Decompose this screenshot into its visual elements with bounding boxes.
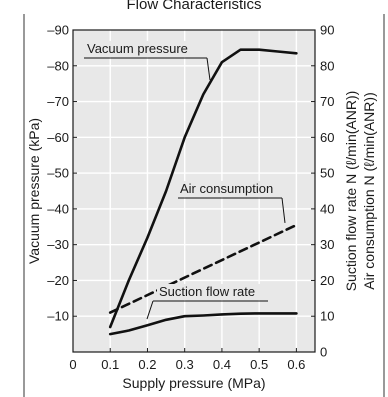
y-right-tick-label: 90 [320, 23, 334, 38]
x-axis-title: Supply pressure (MPa) [122, 375, 265, 391]
x-tick-label: 0.3 [176, 357, 194, 372]
annotation-leader [206, 57, 211, 81]
y-left-tick-label: –60 [47, 130, 69, 145]
air-consumption-annotation: Air consumption [178, 181, 286, 224]
y-right-tick-label: 60 [320, 130, 334, 145]
y-left-tick-label: –80 [47, 58, 69, 73]
y-left-tick-label: –10 [47, 309, 69, 324]
axis-ticks: 0 0.1 0.2 0.3 0.4 0.5 0.6 –10 –20 –30 –40 –50 –60 –70… [47, 23, 334, 373]
y-left-tick-label: –90 [47, 23, 69, 38]
y-right-tick-label: 40 [320, 201, 334, 216]
y-right-tick-label: 0 [320, 345, 327, 360]
vacuum-pressure-annotation: Vacuum pressure [84, 41, 211, 81]
y-axis-right-title-1: Suction flow rate N (ℓ/min(ANR)) [343, 91, 359, 292]
x-tick-label: 0.2 [138, 357, 156, 372]
annotation-leader [146, 300, 154, 320]
y-right-tick-label: 30 [320, 237, 334, 252]
air-consumption-line [108, 223, 298, 314]
annotation-leader [281, 197, 286, 224]
plot-border [72, 29, 316, 353]
annotation-backdrop [178, 181, 284, 197]
annotation-label: Air consumption [180, 181, 273, 196]
annotation-backdrop [85, 41, 210, 57]
annotation-label: Suction flow rate [159, 284, 255, 299]
y-left-tick-label: –20 [47, 273, 69, 288]
suction-flow-rate-annotation: Suction flow rate [146, 284, 274, 320]
series-group [108, 48, 298, 336]
y-left-tick-label: –40 [47, 201, 69, 216]
x-tick-label: 0 [69, 357, 76, 372]
y-left-tick-label: –50 [47, 166, 69, 181]
y-right-tick-label: 50 [320, 166, 334, 181]
y-left-tick-label: –30 [47, 237, 69, 252]
y-right-tick-label: 80 [320, 58, 334, 73]
y-right-tick-label: 70 [320, 94, 334, 109]
y-left-tick-label: –70 [47, 94, 69, 109]
y-axis-right-title-2: Air consumption N (ℓ/min(ANR)) [361, 92, 377, 289]
y-right-tick-label: 20 [320, 273, 334, 288]
vacuum-pressure-line [108, 48, 298, 329]
annotations-group: Vacuum pressure Air consumption Suction fl… [84, 41, 286, 320]
chart-title: Flow Characteristics [126, 0, 261, 13]
annotation-backdrop [157, 284, 274, 300]
x-tick-label: 0.6 [287, 357, 305, 372]
x-tick-label: 0.4 [213, 357, 231, 372]
suction-flow-rate-line [108, 312, 298, 336]
x-tick-label: 0.1 [101, 357, 119, 372]
y-right-tick-label: 10 [320, 309, 334, 324]
annotation-label: Vacuum pressure [87, 41, 188, 56]
x-tick-label: 0.5 [250, 357, 268, 372]
y-axis-left-title: Vacuum pressure (kPa) [26, 118, 42, 264]
